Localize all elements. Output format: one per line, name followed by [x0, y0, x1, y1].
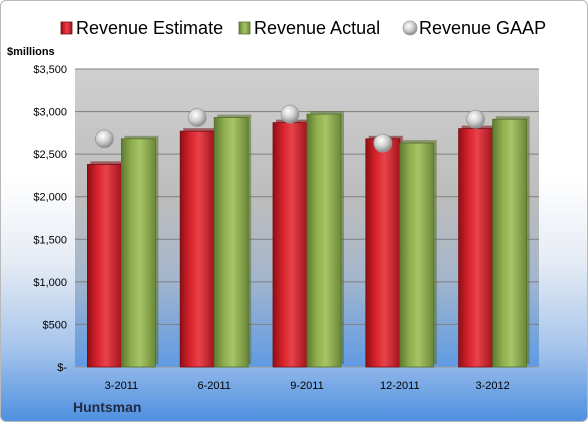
unit-label: $millions [7, 46, 55, 58]
bar-estimate [179, 130, 215, 368]
legend: Revenue Estimate Revenue Actual Revenue GA… [60, 18, 546, 38]
bars [87, 111, 530, 368]
gaap-marker [95, 129, 114, 149]
y-tick-label: $1,500 [33, 234, 67, 246]
bar-actual [492, 118, 528, 368]
y-tick-label: $2,500 [33, 149, 67, 161]
legend-label: Revenue GAAP [419, 18, 546, 38]
gaap-marker [187, 108, 207, 127]
bar-actual [306, 113, 342, 368]
y-tick-label: $2,000 [33, 192, 67, 204]
x-tick-label: 3-2011 [105, 380, 138, 392]
x-tick-label: 6-2011 [197, 380, 230, 392]
bar-actual [213, 117, 249, 368]
legend-label: Revenue Actual [254, 18, 380, 38]
gaap-markers [95, 104, 486, 153]
x-tick-label: 12-2011 [380, 380, 420, 392]
x-tick-label: 3-2012 [475, 380, 509, 392]
legend-label: Revenue Estimate [76, 18, 223, 38]
y-tick-label: $1,000 [33, 277, 67, 289]
bar-estimate [87, 163, 122, 368]
bar-estimate [272, 122, 308, 368]
bar-actual [121, 138, 156, 368]
gaap-marker [280, 104, 300, 124]
legend-swatch [402, 20, 418, 36]
y-axis-ticks: $- $500 $1,000 $1,500 $2,000 $2,500 $3,000 $3,5… [33, 64, 67, 374]
legend-swatch [60, 21, 73, 35]
bar-estimate [458, 128, 494, 368]
gaap-marker [466, 109, 486, 129]
y-tick-label: $500 [43, 319, 67, 331]
y-tick-label: $- [57, 362, 67, 374]
legend-swatch [238, 21, 251, 35]
gaap-marker [373, 133, 393, 153]
x-tick-label: 9-2011 [290, 380, 323, 392]
y-tick-label: $3,500 [33, 64, 67, 76]
x-axis-ticks: 3-2011 6-2011 9-2011 12-2011 3-2012 [105, 380, 510, 392]
company-label: Huntsman [73, 399, 141, 415]
bar-estimate [365, 138, 401, 368]
y-tick-label: $3,000 [33, 107, 67, 119]
bar-actual [399, 142, 435, 368]
